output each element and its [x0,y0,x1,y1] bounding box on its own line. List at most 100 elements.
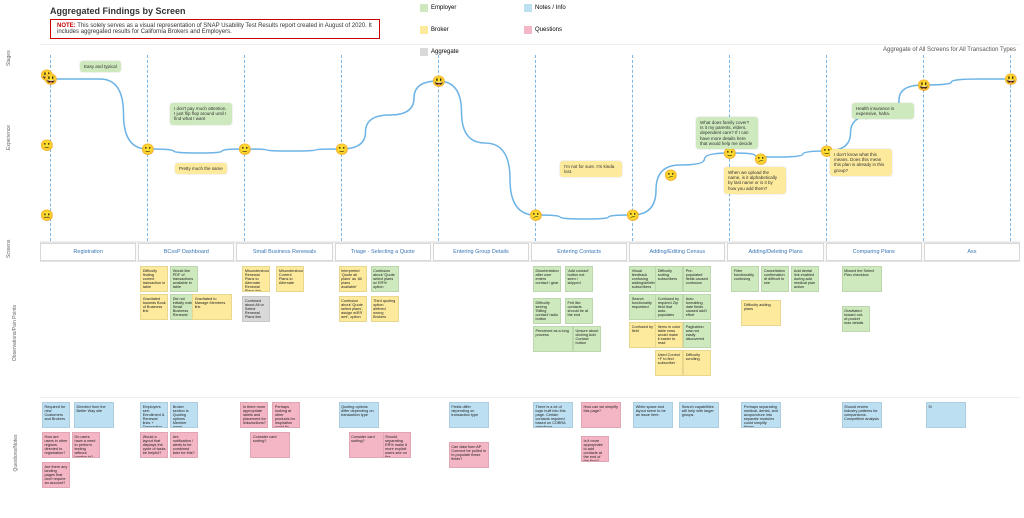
speech-bubble: I'm not for sure. I'm kinda lost. [560,161,622,177]
sticky-note: Difficulty seeing 'Billing contact' radi… [533,298,561,324]
sticky-note: Required for new Customers and Brokers [42,402,70,428]
lane-column: Filter functionality confusingCancellati… [727,262,823,516]
speech-bubble: Health insurance is expensive, haha. [852,103,914,119]
sticky-note: Items in color table rows would make it … [655,322,683,348]
sticky-note: Would like PDF of transactions available… [170,266,198,292]
sticky-note: Broker section is Quoting options Member… [170,402,198,428]
lane-column: Missed the Select Plan checkbox Gravitate… [826,262,922,516]
sticky-note: Are there any landing pages that don't r… [42,462,70,488]
sticky-note: Consider card sorting? [250,432,290,458]
sticky-note: 'Add contact' button not seen / skipped [565,266,593,292]
sticky-note: Unsure about clicking Add Contact button [573,326,601,352]
legend-swatch [420,4,428,12]
lane-column: Required for new Customers and BrokersDi… [40,262,136,516]
sticky-note: Should review industry patterns for comp… [842,402,882,428]
sticky-note: Is it more appropriate to add contacts a… [581,436,609,462]
screen-header: Ass [924,243,1020,261]
sticky-note: Gravitated to Manage Members link [192,294,232,320]
sticky-note: Difficulty sorting subscribers [655,266,683,292]
sticky-note: Confusion about 'Quote select plans', as… [339,296,367,322]
screen-header: Entering Contacts [531,243,627,261]
experience-journey: Aggregate of All Screens for All Transac… [40,44,1020,242]
sticky-note: Pagination was not easily discovered [683,322,711,348]
legend-label: Questions [535,27,562,33]
sticky-note: Gravitated towards Book of Business link [140,294,168,320]
journey-emoji-icon: 😕 [626,209,640,222]
sticky-note: Misunderstood Current Plans to Alternate [276,266,304,292]
sticky-note: Employers see: Enrollment & Renewal link… [140,402,168,428]
sticky-note: Would a layout that displays the cycle o… [140,432,168,458]
screen-header: Entering Group Details [433,243,529,261]
legend-label: Employer [431,5,456,11]
label-experience: Experience [6,136,12,150]
sticky-note: White space and layout seem to be an iss… [633,402,673,428]
legend-label: Notes / Info [535,5,566,11]
lane-column: Difficulty finding correct transaction i… [138,262,234,516]
speech-bubble: What does family cover? Is it my parents… [696,117,758,149]
speech-bubble: When we upload the name, is it alphabeti… [724,167,786,194]
sticky-note: Si [926,402,966,428]
legend-item: Notes / Info [524,4,614,12]
sticky-note: Are notification / alerts to be combined… [170,432,198,458]
journey-emoji-icon: 😃 [44,73,58,86]
sticky-note: Misunderstood Renewal Plans to Alternate… [242,266,270,292]
sticky-note: Interpreted 'Quote all plans' as 'All pl… [339,266,367,292]
legend-swatch [524,26,532,34]
journey-emoji-icon: 😕 [529,209,543,222]
journey-emoji-icon: 🙂 [723,147,737,160]
journey-emoji-icon: 😃 [917,79,931,92]
lane-column: Misunderstood Renewal Plans to Alternate… [236,262,332,516]
speech-bubble: I don't know what this means. Does this … [830,149,892,176]
legend-swatch [420,26,428,34]
screen-header: Adding/Editing Census [629,243,725,261]
sticky-note: Disorientation after user enters contact… [533,266,561,292]
screens-row: RegistrationBCssP DashboardSmall Busines… [40,242,1020,262]
screen-header: BCssP Dashboard [138,243,234,261]
sticky-note: How are users in other regions directed … [42,432,70,458]
speech-bubble: Pretty much the same [175,163,227,174]
sticky-note: Search functionality requested [629,294,657,320]
label-questions: Questions/Notes [13,423,19,483]
sticky-note: Felt like contacts should be at the end [565,298,593,324]
sticky-note: There is a lot of logic built into this … [533,402,573,428]
axis-emoji-icon: 😐 [40,209,54,222]
journey-emoji-icon: 😃 [432,75,446,88]
lane-column: Si [924,262,1020,516]
note-text: This solely serves as a visual represent… [57,23,372,35]
screen-header: Comparing Plans [826,243,922,261]
sticky-note: Perhaps separating medical, dental, and … [741,402,781,428]
journey-emoji-icon: 😕 [754,153,768,166]
sticky-note: Gravitated toward out-of-pocket max deta… [842,306,870,332]
journey-emoji-icon: 😕 [664,169,678,182]
screen-header: Triage - Selecting a Quote [335,243,431,261]
sticky-note: Do users have a need to perform testing … [72,432,100,458]
sticky-note: Auto formatting date fields caused add'l… [683,294,711,320]
sticky-note: Confused about All or Select Renewal Pla… [242,296,270,322]
sticky-note: Difficulty adding plans [741,300,781,326]
page-title: Aggregated Findings by Screen [50,6,380,16]
speech-bubble: I don't pay much attention. I just flip … [170,103,232,125]
lane-column: Disorientation after user enters contact… [531,262,627,516]
screen-header: Adding/Deleting Plans [727,243,823,261]
journey-emoji-icon: 🙂 [238,143,252,156]
sticky-note: Missed the Select Plan checkbox [842,266,882,292]
lanes: Required for new Customers and Brokers Di… [40,262,1020,516]
sticky-note: Pre-populated fields caused confusion [683,266,711,292]
sticky-note: Cancellation confirmation dt difficult t… [761,266,789,292]
sticky-note: Used Control +F to find subscriber [655,350,683,376]
sticky-note: Can data from AP Connect be pulled in to… [449,442,489,468]
legend-swatch [524,4,532,12]
sticky-note: Difficulty finding correct transaction i… [140,266,168,292]
sticky-note: Confusion about 'Quote select plans w/ E… [371,266,399,292]
legend-item: Employer [420,4,510,12]
sticky-note: Visual feedback confusing adding/deletin… [629,266,657,292]
sticky-note: How can we simplify this page? [581,402,621,428]
screen-header: Small Business Renewals [236,243,332,261]
sticky-note: Third quoting option defined wrong Broke… [371,296,399,322]
sticky-note: Perhaps looking at other products for in… [272,402,300,428]
sticky-note: Search capabilities will help with large… [679,402,719,428]
screen-header: Registration [40,243,136,261]
sticky-note: Filter functionality confusing [731,266,759,292]
journey-emoji-icon: 🙂 [335,143,349,156]
sticky-note: Should separating ER% make it more expli… [383,432,411,458]
